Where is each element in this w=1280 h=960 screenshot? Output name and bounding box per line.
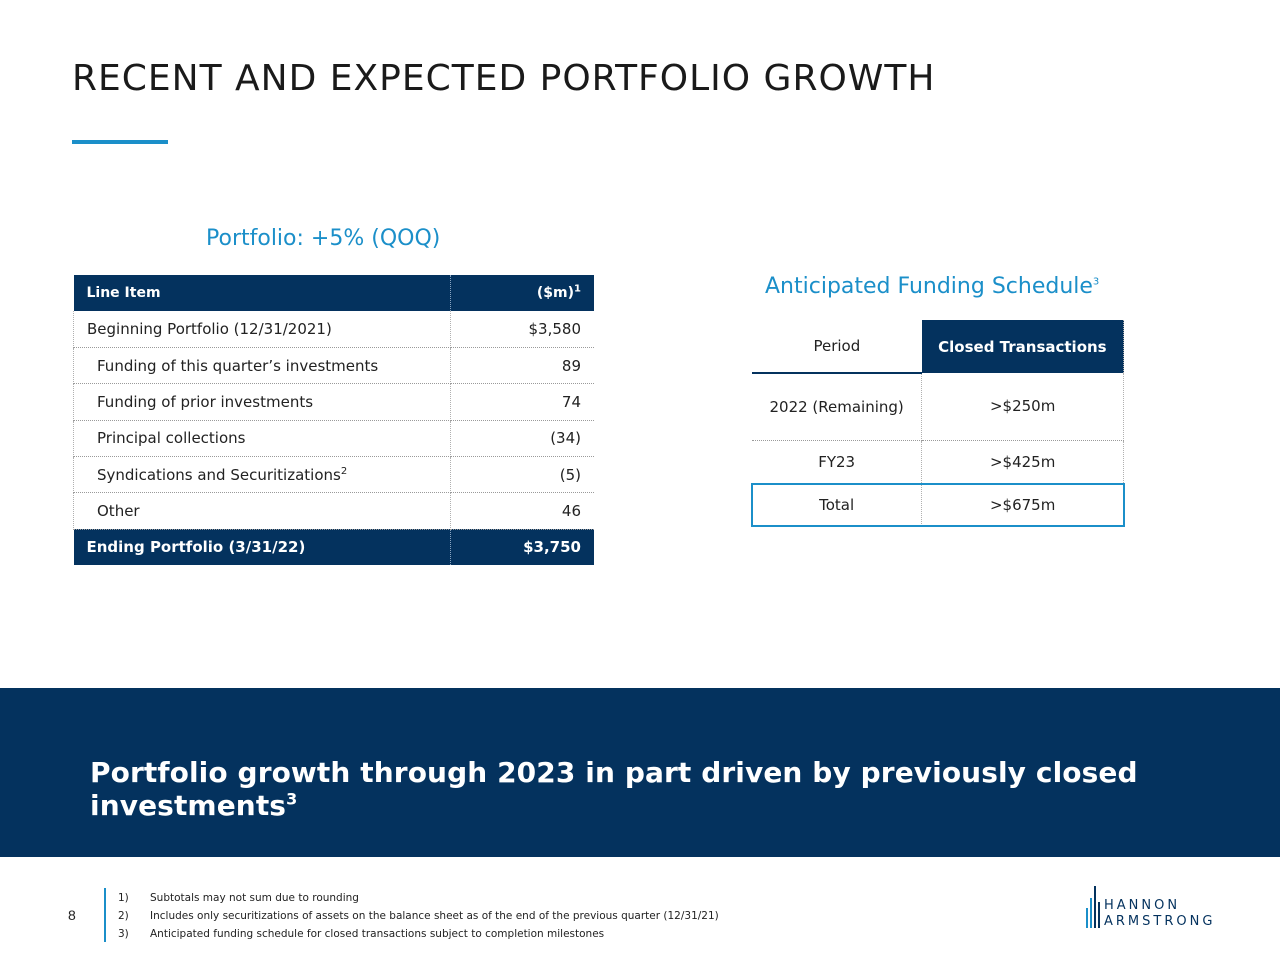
funding-schedule-heading: Anticipated Funding Schedule3 bbox=[765, 274, 1100, 299]
footnotes: 1) Subtotals may not sum due to rounding … bbox=[118, 889, 719, 943]
total-label: Ending Portfolio (3/31/22) bbox=[73, 529, 451, 566]
table-row: Syndications and Securitizations2 (5) bbox=[73, 456, 594, 494]
portfolio-total-row: Ending Portfolio (3/31/22) $3,750 bbox=[73, 529, 594, 566]
row-label: Funding of this quarter’s investments bbox=[73, 347, 451, 385]
logo-line-2: ARMSTRONG bbox=[1104, 914, 1216, 929]
page-number: 8 bbox=[68, 907, 76, 923]
funding-table-header: Period Closed Transactions bbox=[752, 320, 1124, 374]
page-title: RECENT AND EXPECTED PORTFOLIO GROWTH bbox=[72, 58, 936, 99]
total-value: $3,750 bbox=[450, 529, 594, 566]
col-closed-transactions: Closed Transactions bbox=[921, 320, 1124, 373]
table-row: 2022 (Remaining) >$250m bbox=[752, 373, 1124, 441]
period-cell: FY23 bbox=[752, 440, 923, 483]
row-value: 46 bbox=[450, 492, 594, 530]
header-line-item: Line Item bbox=[73, 275, 451, 312]
funding-total-row: Total >$675m bbox=[752, 483, 1124, 526]
row-value: 89 bbox=[450, 347, 594, 385]
table-row: Other 46 bbox=[73, 492, 594, 530]
portfolio-table-header: Line Item ($m)1 bbox=[73, 275, 594, 312]
row-label: Principal collections bbox=[73, 420, 451, 457]
period-cell: Total bbox=[752, 483, 923, 526]
amount-cell: >$250m bbox=[921, 373, 1124, 441]
row-label: Other bbox=[73, 492, 451, 530]
logo-mark-icon bbox=[1086, 886, 1100, 928]
amount-cell: >$425m bbox=[921, 440, 1124, 483]
row-value: 74 bbox=[450, 383, 594, 421]
footnote: 3) Anticipated funding schedule for close… bbox=[118, 928, 605, 940]
row-value: (34) bbox=[450, 420, 594, 457]
hannon-armstrong-logo: HANNON ARMSTRONG bbox=[1086, 884, 1226, 930]
header-value: ($m)1 bbox=[450, 275, 594, 312]
period-cell: 2022 (Remaining) bbox=[752, 373, 923, 441]
table-row: Beginning Portfolio (12/31/2021) $3,580 bbox=[73, 311, 594, 349]
col-period: Period bbox=[752, 320, 922, 374]
logo-line-1: HANNON bbox=[1104, 898, 1181, 913]
amount-cell: >$675m bbox=[921, 483, 1124, 526]
row-label: Syndications and Securitizations2 bbox=[73, 456, 451, 494]
footnote: 2) Includes only securitizations of asset… bbox=[118, 910, 719, 922]
table-row: Funding of this quarter’s investments 89 bbox=[73, 347, 594, 385]
key-takeaway-banner: Portfolio growth through 2023 in part dr… bbox=[0, 688, 1280, 857]
table-row: Funding of prior investments 74 bbox=[73, 383, 594, 421]
portfolio-heading: Portfolio: +5% (QOQ) bbox=[206, 226, 441, 251]
footer-divider bbox=[104, 888, 106, 942]
table-row: Principal collections (34) bbox=[73, 420, 594, 457]
row-value: (5) bbox=[450, 456, 594, 494]
row-label: Beginning Portfolio (12/31/2021) bbox=[73, 311, 451, 349]
footnote: 1) Subtotals may not sum due to rounding bbox=[118, 892, 359, 904]
funding-schedule-table: Period Closed Transactions 2022 (Remaini… bbox=[752, 320, 1124, 526]
portfolio-table: Line Item ($m)1 Beginning Portfolio (12/… bbox=[73, 275, 594, 566]
title-underline bbox=[72, 140, 168, 144]
table-row: FY23 >$425m bbox=[752, 440, 1124, 483]
banner-text: Portfolio growth through 2023 in part dr… bbox=[90, 756, 1138, 822]
row-label: Funding of prior investments bbox=[73, 383, 451, 421]
row-value: $3,580 bbox=[450, 311, 594, 349]
